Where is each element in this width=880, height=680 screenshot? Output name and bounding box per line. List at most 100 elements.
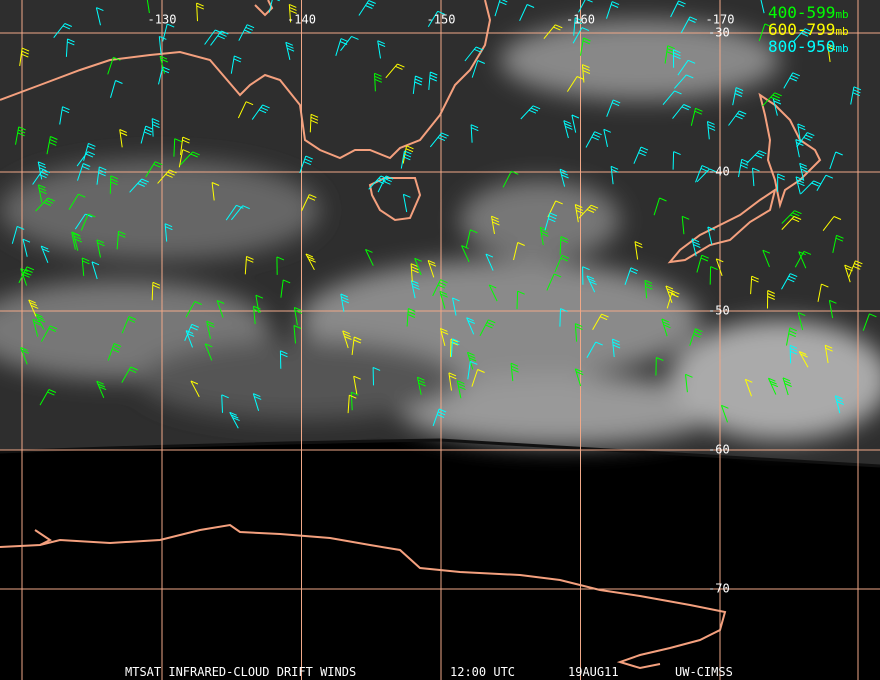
wind-barb	[554, 254, 570, 273]
wind-barb	[800, 180, 821, 195]
wind-barb	[539, 226, 549, 246]
wind-barb	[358, 0, 376, 16]
wind-barb	[559, 308, 568, 327]
wind-barb	[285, 41, 295, 61]
wind-barb	[828, 299, 837, 319]
footer: MTSAT INFRARED-CLOUD DRIFT WINDS 12:00 UT…	[125, 665, 733, 679]
wind-barb	[96, 166, 107, 185]
wind-barb	[606, 99, 621, 117]
wind-barb	[707, 226, 715, 245]
wind-barb	[466, 317, 475, 335]
wind-barb	[624, 267, 639, 285]
wind-barb	[578, 0, 593, 13]
wind-barb	[255, 294, 264, 313]
footer-time: 12:00 UTC	[450, 665, 515, 679]
wind-barb	[461, 245, 470, 263]
wind-barb	[513, 242, 525, 261]
wind-barb	[744, 378, 753, 397]
wind-barb	[34, 313, 46, 330]
wind-barb	[544, 212, 558, 231]
wind-barb	[406, 308, 416, 327]
wind-barb	[681, 215, 690, 235]
legend-range: 600-799	[768, 20, 835, 39]
wind-barb	[351, 336, 362, 355]
wind-barb	[251, 104, 270, 120]
wind-barb	[244, 255, 254, 275]
wind-barb	[20, 347, 29, 365]
wind-barb	[81, 257, 90, 276]
wind-barb	[829, 151, 843, 170]
wind-barb	[145, 161, 163, 178]
wind-barb	[467, 351, 477, 370]
wind-barb	[80, 213, 96, 231]
wind-barb	[467, 360, 478, 380]
wind-barb	[672, 104, 691, 119]
wind-barb	[827, 43, 836, 62]
wind-barb	[452, 297, 460, 316]
wind-barb	[162, 23, 175, 42]
wind-barb	[180, 136, 190, 155]
legend-entry: 800-950mb	[768, 37, 849, 56]
wind-barb	[173, 138, 182, 157]
wind-barb	[372, 366, 381, 386]
legend-entry: 400-599mb	[768, 3, 849, 22]
wind-barb	[121, 316, 137, 334]
wind-barb	[71, 231, 79, 250]
wind-barb	[824, 344, 833, 364]
wind-barb	[335, 38, 349, 56]
disk-edge	[0, 438, 880, 468]
wind-barb	[340, 293, 350, 312]
wind-barb	[40, 245, 50, 263]
wind-barb	[690, 107, 703, 126]
wind-barb	[661, 318, 671, 337]
footer-source: UW-CIMSS	[675, 665, 733, 679]
wind-barb	[39, 389, 57, 406]
clouds	[0, 20, 880, 445]
wind-barb	[229, 411, 240, 429]
wind-barb	[795, 176, 805, 195]
wind-barb	[353, 375, 361, 395]
wind-barb	[592, 313, 609, 330]
wind-barb	[293, 325, 302, 344]
wind-barb	[728, 110, 747, 126]
wind-barb	[674, 74, 694, 89]
wind-barb	[164, 223, 173, 242]
wind-barb	[585, 131, 602, 148]
wind-barb	[46, 136, 58, 155]
wind-barb	[225, 204, 244, 221]
wind-barb	[32, 169, 51, 185]
legend-range: 800-950	[768, 37, 835, 56]
wind-barb	[816, 174, 834, 192]
wind-barb	[32, 318, 41, 337]
wind-barb	[18, 266, 35, 284]
wind-barb	[140, 125, 153, 144]
wind-barb	[210, 30, 229, 46]
wind-barb	[65, 38, 75, 57]
wind-barb	[309, 113, 319, 133]
wind-barb	[107, 343, 122, 361]
wind-barb	[559, 168, 569, 187]
wind-barb	[603, 128, 611, 148]
wind-barb	[293, 306, 303, 326]
wind-barb	[738, 158, 749, 178]
legend-unit: mb	[835, 42, 848, 55]
wind-barb	[488, 284, 498, 302]
wind-barb	[685, 373, 693, 393]
wind-barb	[789, 344, 798, 364]
wind-barb	[578, 204, 599, 219]
wind-barb	[96, 239, 105, 258]
wind-barb	[22, 238, 31, 257]
wind-barb	[664, 45, 675, 64]
wind-barb	[439, 327, 449, 347]
wind-barb	[53, 23, 72, 39]
graticule-labels: -130 -140 -150 -160 -170-30 -40 -50 -60 -70	[148, 13, 735, 596]
wind-barb	[416, 376, 426, 395]
wind-barb	[268, 0, 280, 13]
wind-barb	[762, 92, 782, 107]
wind-barb	[464, 46, 484, 62]
wind-barb	[581, 64, 591, 83]
wind-barb	[662, 90, 682, 106]
wind-barb	[427, 259, 437, 278]
wind-barb	[231, 205, 250, 221]
wind-barb	[510, 362, 519, 382]
